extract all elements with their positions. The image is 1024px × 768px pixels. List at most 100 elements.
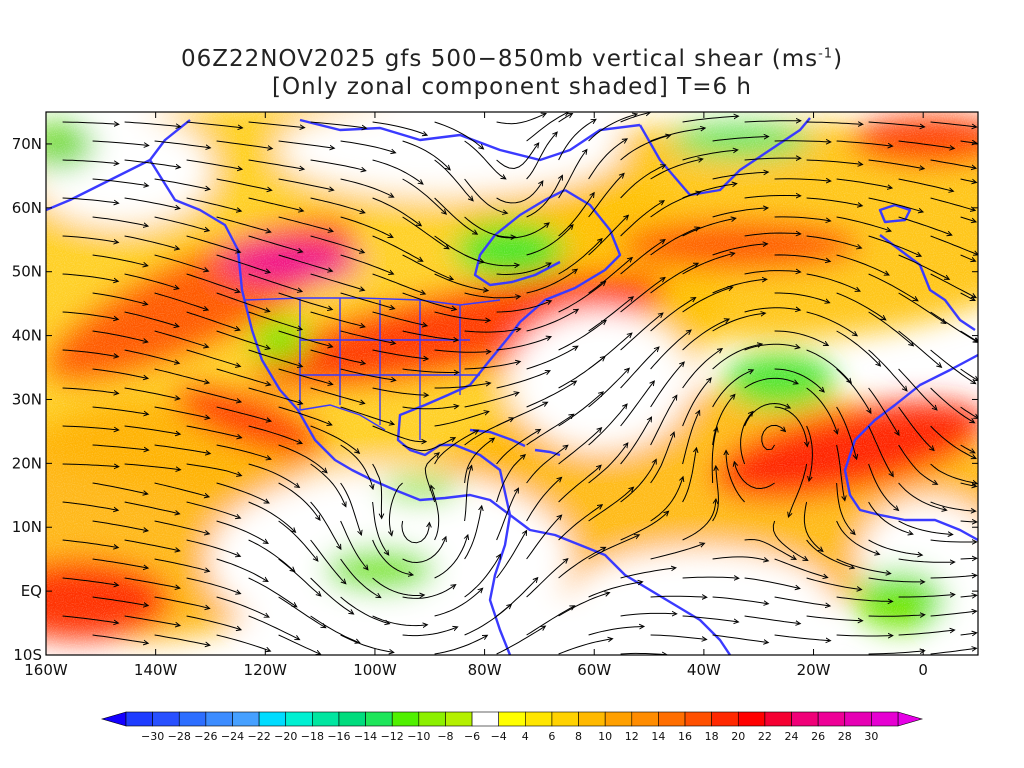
streamline bbox=[62, 539, 118, 547]
streamline bbox=[558, 151, 587, 199]
streamline bbox=[496, 489, 518, 541]
streamline bbox=[278, 558, 320, 595]
streamline bbox=[434, 636, 487, 655]
streamline bbox=[464, 555, 500, 598]
streamline bbox=[310, 159, 365, 170]
lon-tick-label: 160W bbox=[24, 661, 68, 679]
streamline bbox=[526, 310, 578, 332]
streamline bbox=[424, 454, 438, 503]
streamline bbox=[372, 463, 382, 517]
colorbar-label: −14 bbox=[354, 730, 377, 743]
streamline bbox=[744, 402, 790, 427]
streamline bbox=[898, 292, 945, 323]
streamline bbox=[806, 539, 854, 568]
streamline bbox=[806, 311, 857, 335]
streamline bbox=[278, 482, 320, 519]
streamline bbox=[744, 196, 800, 199]
streamline bbox=[682, 449, 697, 503]
streamline bbox=[310, 577, 353, 613]
streamline bbox=[650, 228, 699, 256]
streamline bbox=[650, 192, 700, 218]
streamline bbox=[712, 596, 768, 604]
streamline bbox=[620, 201, 664, 237]
streamline bbox=[278, 292, 332, 309]
streamline bbox=[434, 350, 490, 352]
streamline bbox=[960, 482, 976, 486]
streamline bbox=[898, 444, 937, 484]
streamline bbox=[402, 178, 446, 213]
streamline bbox=[806, 235, 861, 248]
streamline bbox=[434, 273, 487, 290]
streamline bbox=[124, 197, 179, 208]
colorbar-label: −26 bbox=[194, 730, 217, 743]
streamline bbox=[124, 159, 180, 167]
colorbar-box bbox=[152, 711, 180, 727]
streamline bbox=[806, 197, 862, 206]
streamline bbox=[836, 444, 845, 499]
streamline bbox=[930, 540, 976, 542]
streamline bbox=[558, 120, 595, 161]
streamline bbox=[526, 382, 576, 408]
streamline bbox=[960, 330, 978, 341]
streamline bbox=[806, 387, 838, 433]
coast-north-america-east bbox=[396, 188, 622, 516]
border-us-mexico bbox=[299, 404, 386, 431]
streamline bbox=[620, 165, 665, 199]
streamline bbox=[682, 412, 700, 465]
colorbar-box bbox=[178, 711, 207, 727]
streamline bbox=[248, 615, 299, 639]
streamline bbox=[960, 141, 976, 143]
streamline bbox=[496, 224, 548, 239]
streamline bbox=[62, 159, 118, 164]
streamline bbox=[248, 577, 296, 606]
streamline bbox=[712, 370, 753, 408]
streamline bbox=[310, 349, 364, 363]
streamline bbox=[620, 314, 662, 351]
colorbar-box bbox=[817, 711, 846, 727]
streamline bbox=[340, 368, 395, 380]
streamline bbox=[836, 596, 892, 601]
lat-tick-label: 10N bbox=[12, 518, 42, 536]
lat-tick-label: 50N bbox=[12, 263, 42, 281]
streamline bbox=[588, 582, 642, 598]
colorbar-label: 6 bbox=[548, 730, 555, 743]
streamline bbox=[434, 311, 489, 320]
streamline bbox=[401, 520, 429, 544]
streamline bbox=[868, 311, 913, 345]
streamline bbox=[92, 368, 147, 378]
coast-south-america bbox=[509, 514, 731, 655]
streamline bbox=[744, 121, 800, 122]
streamline bbox=[310, 539, 345, 583]
streamline bbox=[216, 254, 269, 272]
colorbar-under-arrow-outline bbox=[100, 711, 127, 727]
streamline bbox=[402, 368, 458, 373]
streamline bbox=[216, 520, 267, 543]
streamline bbox=[930, 349, 975, 383]
streamline bbox=[186, 235, 240, 252]
streamline bbox=[682, 320, 728, 351]
streamline bbox=[496, 430, 540, 465]
streamline bbox=[340, 520, 368, 569]
streamline bbox=[836, 520, 879, 554]
streamline bbox=[960, 595, 976, 597]
streamline bbox=[248, 349, 302, 366]
streamline bbox=[464, 507, 482, 560]
streamline bbox=[898, 178, 953, 191]
streamline bbox=[124, 235, 179, 249]
streamline bbox=[712, 137, 768, 142]
streamline bbox=[558, 593, 609, 617]
streamline bbox=[526, 478, 561, 522]
streamline bbox=[216, 596, 268, 617]
lat-tick-label: 70N bbox=[12, 135, 42, 153]
streamline bbox=[712, 395, 735, 446]
streamline bbox=[154, 634, 209, 645]
streamline bbox=[558, 282, 605, 313]
streamline bbox=[930, 121, 976, 127]
streamline bbox=[310, 197, 364, 212]
streamline bbox=[124, 273, 178, 288]
streamline bbox=[216, 634, 270, 651]
streamline bbox=[154, 140, 210, 148]
colorbar-label: 20 bbox=[731, 730, 745, 743]
streamline bbox=[774, 634, 830, 641]
colorbar-box bbox=[764, 711, 792, 727]
